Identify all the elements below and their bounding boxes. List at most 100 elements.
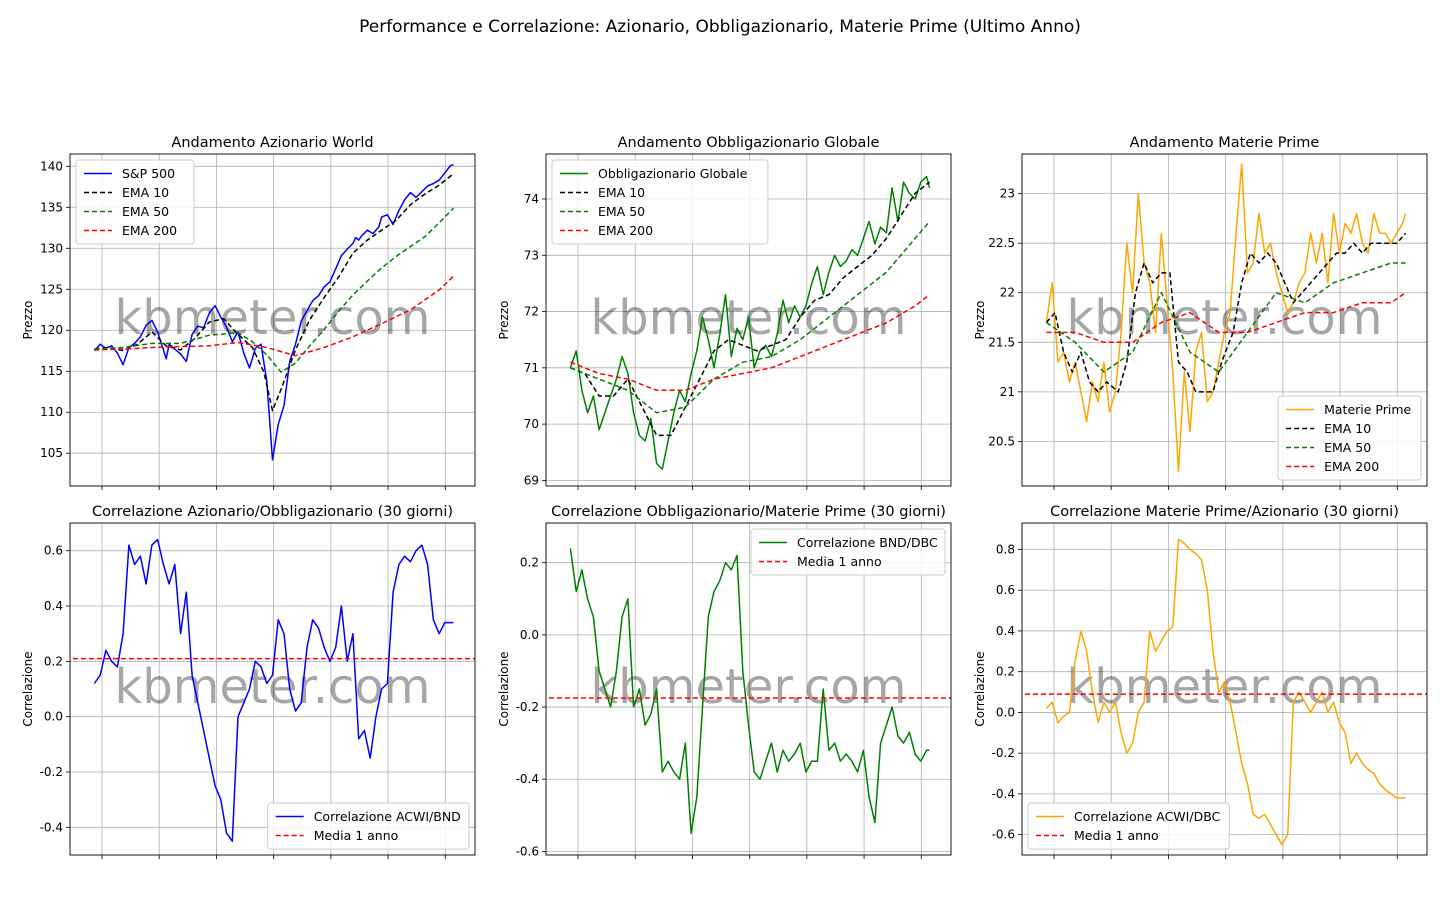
legend-label: Obbligazionario Globale xyxy=(598,166,748,181)
y-axis-label: Correlazione xyxy=(973,651,987,726)
y-tick-label: 115 xyxy=(40,364,63,378)
y-tick-label: 120 xyxy=(40,323,63,337)
chart-title: Correlazione Materie Prime/Azionario (30… xyxy=(1050,504,1399,520)
series-line-1 xyxy=(1045,538,1406,846)
legend-label: Media 1 anno xyxy=(314,828,399,843)
series-line-2 xyxy=(94,173,454,412)
y-axis-label: Correlazione xyxy=(497,651,511,726)
y-axis-label: Prezzo xyxy=(973,300,987,339)
legend: Materie Prime EMA 10 EMA 50 EMA 200 xyxy=(1277,395,1422,481)
y-axis-label: Correlazione xyxy=(21,651,35,726)
legend: Correlazione ACWI/DBC Media 1 anno xyxy=(1027,802,1230,850)
chart-title: Andamento Azionario World xyxy=(171,135,373,151)
y-tick-label: 125 xyxy=(40,282,63,296)
chart-panel-1: 105 110 115 120 125 130 135 140 kbmeter.com Andam… xyxy=(21,135,476,490)
legend-label: EMA 50 xyxy=(598,204,645,219)
y-tick-label: 0.6 xyxy=(996,583,1015,597)
y-tick-label: 70 xyxy=(524,417,539,431)
legend-label: EMA 10 xyxy=(598,185,645,200)
y-tick-label: -0.4 xyxy=(40,820,63,834)
axes-frame xyxy=(1021,522,1428,856)
y-tick-label: 0.2 xyxy=(996,665,1015,679)
series-line-1 xyxy=(569,548,930,835)
y-tick-label: 22 xyxy=(1000,286,1015,300)
y-tick-label: 21.5 xyxy=(988,335,1015,349)
legend-label: EMA 50 xyxy=(1324,440,1371,455)
series-line-1 xyxy=(93,163,454,461)
legend-box xyxy=(75,159,195,245)
legend-label: EMA 200 xyxy=(122,223,177,238)
y-tick-label: 0.0 xyxy=(520,628,539,642)
legend-label: Media 1 anno xyxy=(1074,828,1159,843)
chart-title: Correlazione Obbligazionario/Materie Pri… xyxy=(551,504,946,520)
legend: Correlazione BND/DBC Media 1 anno xyxy=(750,528,946,576)
series-line-3 xyxy=(94,207,455,373)
legend-label: Media 1 anno xyxy=(797,554,882,569)
chart-title: Andamento Materie Prime xyxy=(1130,135,1320,151)
y-tick-label: 71 xyxy=(524,361,539,375)
legend-box xyxy=(1277,395,1422,481)
axes-frame xyxy=(1021,153,1428,487)
y-tick-label: -0.2 xyxy=(516,700,539,714)
series-line-4 xyxy=(1046,292,1406,344)
legend-label: S&P 500 xyxy=(122,166,175,181)
legend-label: EMA 200 xyxy=(598,223,653,238)
series-line-2 xyxy=(570,181,930,437)
y-tick-label: -0.2 xyxy=(40,765,63,779)
axes-frame xyxy=(69,153,476,487)
y-tick-label: 22.5 xyxy=(988,236,1015,250)
watermark: kbmeter.com xyxy=(1066,290,1382,346)
y-axis-label: Prezzo xyxy=(21,300,35,339)
legend-box xyxy=(551,159,769,245)
y-tick-label: 0.2 xyxy=(520,556,539,570)
legend-label: EMA 10 xyxy=(122,185,169,200)
legend-box xyxy=(267,802,470,850)
legend: S&P 500 EMA 10 EMA 50 EMA 200 xyxy=(75,159,195,245)
y-tick-label: 0.6 xyxy=(44,544,63,558)
figure-suptitle: Performance e Correlazione: Azionario, O… xyxy=(359,17,1081,37)
chart-panel-6: -0.6 -0.4 -0.2 0.0 0.2 0.4 0.6 0.8 kbmeter.com Co… xyxy=(973,504,1428,859)
legend-label: Correlazione ACWI/BND xyxy=(314,809,461,824)
y-tick-label: 73 xyxy=(524,248,539,262)
y-tick-label: 23 xyxy=(1000,187,1015,201)
axes-frame xyxy=(545,522,952,856)
legend-label: EMA 10 xyxy=(1324,421,1371,436)
y-tick-label: 20.5 xyxy=(988,434,1015,448)
watermark: kbmeter.com xyxy=(114,290,430,346)
y-tick-label: 110 xyxy=(40,405,63,419)
chart-panel-3: 20.5 21 21.5 22 22.5 23 kbmeter.com Andamento M… xyxy=(973,135,1428,490)
series-line-3 xyxy=(1045,262,1406,373)
legend-label: Materie Prime xyxy=(1324,402,1411,417)
y-tick-label: -0.4 xyxy=(516,772,539,786)
y-tick-label: -0.6 xyxy=(516,844,539,858)
chart-title: Correlazione Azionario/Obbligazionario (… xyxy=(92,504,453,520)
legend-box xyxy=(750,528,946,576)
chart-panel-5: -0.6 -0.4 -0.2 0.0 0.2 kbmeter.com Correlazion… xyxy=(497,504,952,859)
series-line-4 xyxy=(570,294,930,392)
legend-label: Correlazione ACWI/DBC xyxy=(1074,809,1221,824)
legend: Correlazione ACWI/BND Media 1 anno xyxy=(267,802,470,850)
axes-frame xyxy=(545,153,952,487)
y-tick-label: 0.2 xyxy=(44,654,63,668)
chart-title: Andamento Obbligazionario Globale xyxy=(618,135,880,151)
y-tick-label: 130 xyxy=(40,241,63,255)
y-tick-label: 0.0 xyxy=(996,705,1015,719)
y-tick-label: 0.4 xyxy=(996,624,1015,638)
y-tick-label: 69 xyxy=(524,473,539,487)
y-tick-label: 0.8 xyxy=(996,542,1015,556)
y-tick-label: 0.4 xyxy=(44,599,63,613)
y-tick-label: -0.4 xyxy=(992,787,1015,801)
series-line-3 xyxy=(570,221,931,414)
y-tick-label: -0.6 xyxy=(992,828,1015,842)
y-tick-label: 72 xyxy=(524,305,539,319)
y-tick-label: 74 xyxy=(524,192,539,206)
legend-box xyxy=(1027,802,1230,850)
y-tick-label: 21 xyxy=(1000,385,1015,399)
chart-panel-4: -0.4-0.20.00.20.40.6kbmeter.comCorrelazi… xyxy=(21,504,476,859)
series-line-1 xyxy=(1045,163,1407,472)
y-tick-label: 105 xyxy=(40,446,63,460)
y-tick-label: 0.0 xyxy=(44,710,63,724)
legend-label: EMA 50 xyxy=(122,204,169,219)
